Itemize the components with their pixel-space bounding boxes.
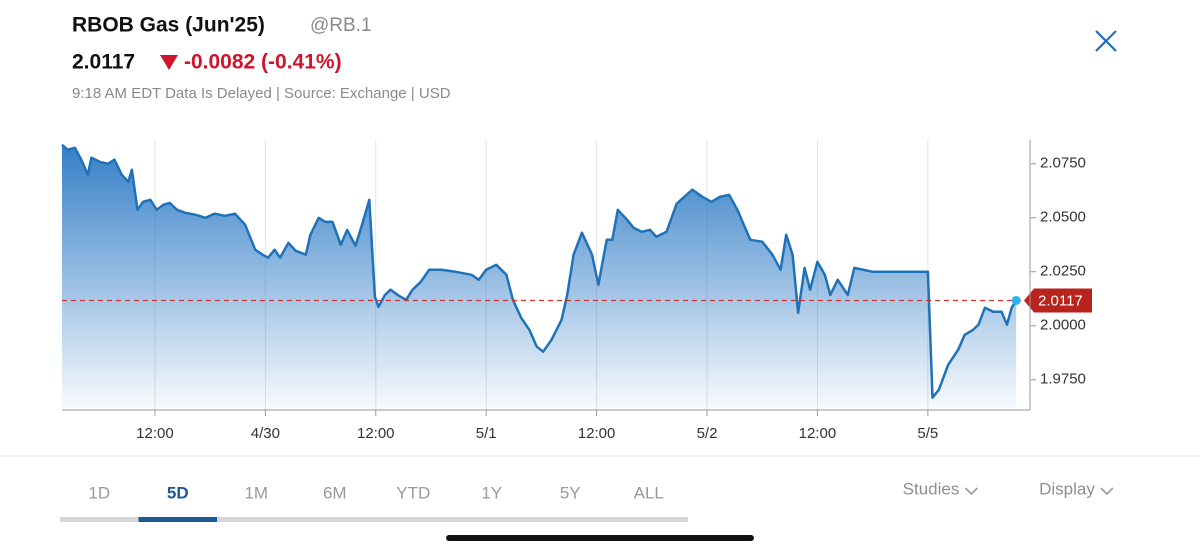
price: 2.0117 <box>72 51 135 74</box>
y-tick-label: 2.0000 <box>1040 317 1086 334</box>
x-tick-label: 5/2 <box>697 425 718 442</box>
x-tick-label: 12:00 <box>357 425 395 442</box>
tab[interactable]: 5Y <box>560 483 581 502</box>
status: 9:18 AM EDT Data Is Delayed | Source: Ex… <box>72 85 451 102</box>
x-tick-label: 5/5 <box>917 425 938 442</box>
chevron[interactable] <box>1100 487 1114 496</box>
tab[interactable]: 1M <box>244 483 268 502</box>
last-price-label: 2.0117 <box>1038 292 1083 309</box>
x-tick-label: 12:00 <box>578 425 616 442</box>
tab[interactable]: YTD <box>396 483 430 502</box>
menu-button[interactable]: Display <box>1039 479 1095 498</box>
tab[interactable]: 1Y <box>481 483 502 502</box>
y-tick-label: 2.0250 <box>1040 263 1086 280</box>
tab[interactable]: 1D <box>88 483 110 502</box>
y-tick-label: 2.0750 <box>1040 155 1086 172</box>
price-line <box>61 143 1018 399</box>
tab[interactable]: 6M <box>323 483 347 502</box>
home-indicator <box>446 535 754 541</box>
menu-button[interactable]: Studies <box>903 479 960 498</box>
close-icon[interactable] <box>1095 30 1117 52</box>
close-button[interactable] <box>1090 26 1120 56</box>
x-tick-label: 12:00 <box>136 425 174 442</box>
tab[interactable]: ALL <box>634 483 664 502</box>
chart: 12:00 4/30 12:00 5/1 12:00 5/2 12:00 5/5 1.9750 2… <box>61 140 1092 442</box>
change: -0.0082 (-0.41%) <box>184 51 342 74</box>
chevron[interactable] <box>964 487 978 496</box>
y-tick-label: 1.9750 <box>1040 371 1086 388</box>
symbol: @RB.1 <box>310 15 372 36</box>
x-tick-label: 4/30 <box>251 425 280 442</box>
down-arrow <box>160 55 178 70</box>
x-tick-label: 5/1 <box>476 425 497 442</box>
last-point <box>1011 295 1021 305</box>
range-tabs: 1D 5D 1M 6M YTD 1Y 5Y ALL Studies Display <box>60 479 1114 522</box>
last-price-badge <box>1024 288 1092 313</box>
y-tick-label: 2.0500 <box>1040 209 1086 226</box>
x-tick-label: 12:00 <box>799 425 837 442</box>
tab[interactable]: 5D <box>167 483 189 502</box>
tab-indicator <box>138 517 217 522</box>
title: RBOB Gas (Jun'25) <box>72 14 265 37</box>
tab-track <box>60 517 688 522</box>
area <box>62 144 1017 411</box>
